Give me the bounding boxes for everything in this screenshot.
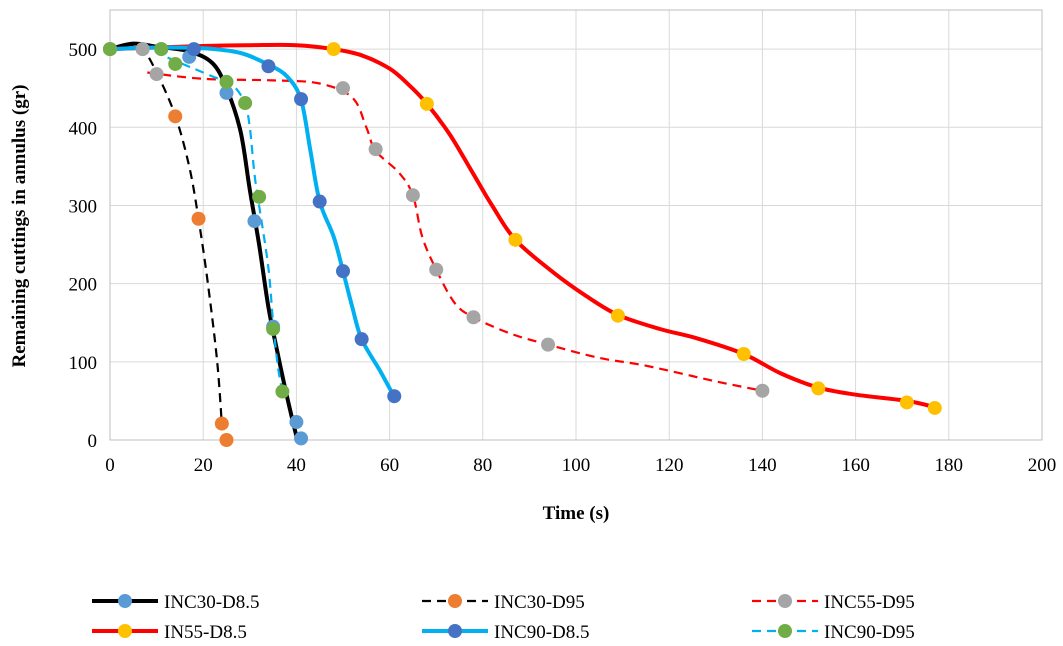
x-tick-label-5: 100 (562, 455, 591, 476)
legend-marker-swatch (118, 624, 132, 638)
y-tick-label-3: 300 (69, 196, 98, 217)
y-tick-label-2: 200 (69, 275, 98, 296)
x-tick-label-9: 180 (935, 455, 964, 476)
data-point-inc55-d95-7 (466, 310, 481, 325)
legend-item-in55-d8-5: IN55-D8.5 (92, 622, 247, 643)
legend-label: INC30-D8.5 (164, 592, 260, 613)
legend-label: INC90-D8.5 (494, 622, 590, 643)
data-point-inc55-d95-5 (405, 188, 420, 203)
data-point-in55-d8-5-1 (419, 96, 434, 111)
data-point-inc90-d95-5 (252, 189, 267, 204)
data-point-inc30-d95-3 (214, 416, 229, 431)
data-point-in55-d8-5-2 (508, 232, 523, 247)
legend-item-inc30-d95: INC30-D95 (422, 592, 585, 613)
data-point-inc30-d8-5-8 (294, 431, 309, 446)
data-point-inc90-d8-5-0 (186, 42, 201, 57)
legend-marker-swatch (448, 594, 462, 608)
y-tick-label-1: 100 (69, 353, 98, 374)
data-point-inc90-d8-5-1 (261, 59, 276, 74)
x-tick-label-7: 140 (748, 455, 777, 476)
legend-label: INC30-D95 (494, 592, 585, 613)
data-point-inc90-d8-5-2 (294, 92, 309, 107)
data-point-inc30-d95-1 (168, 109, 183, 124)
x-tick-label-0: 0 (105, 455, 115, 476)
y-tick-label-5: 500 (69, 40, 98, 61)
legend-marker-swatch (778, 594, 792, 608)
series-line-in55-d8-5 (109, 42, 936, 410)
data-point-inc55-d95-4 (368, 142, 383, 157)
data-point-inc55-d95-1 (135, 42, 150, 57)
x-tick-label-3: 60 (380, 455, 399, 476)
data-point-in55-d8-5-0 (326, 42, 341, 57)
x-tick-label-10: 200 (1028, 455, 1057, 476)
data-point-in55-d8-5-6 (899, 395, 914, 410)
legend-label: INC90-D95 (824, 622, 915, 643)
data-point-in55-d8-5-5 (811, 381, 826, 396)
series-layer (103, 41, 942, 447)
x-axis-title: Time (s) (543, 503, 610, 524)
plot-area-frame (109, 9, 1043, 441)
data-point-inc55-d95-3 (336, 81, 350, 96)
legend-item-inc55-d95: INC55-D95 (752, 592, 915, 613)
legend-item-inc90-d95: INC90-D95 (752, 622, 915, 643)
data-point-inc30-d8-5-4 (219, 85, 234, 100)
y-tick-label-0: 0 (88, 431, 98, 452)
data-point-inc90-d95-3 (219, 74, 234, 89)
legend: INC30-D8.5 INC30-D95 INC55-D95 IN55-D8.5 INC… (92, 592, 915, 643)
data-point-inc90-d95-7 (275, 384, 290, 399)
data-point-inc90-d8-5-6 (387, 389, 402, 404)
data-point-inc55-d95-2 (149, 67, 164, 82)
y-axis-title: Remaining cuttings in annulus (gr) (9, 85, 30, 368)
data-point-inc90-d8-5-5 (354, 332, 369, 347)
x-tick-label-2: 40 (287, 455, 306, 476)
series-line-inc30-d95 (109, 44, 223, 425)
x-tick-labels: 0 20 40 60 80 100 120 140 160 180 200 (105, 455, 1056, 476)
x-tick-label-1: 20 (194, 455, 213, 476)
x-tick-label-6: 120 (655, 455, 684, 476)
data-point-inc55-d95-8 (541, 337, 556, 352)
data-point-in55-d8-5-3 (610, 308, 625, 323)
y-tick-labels: 0 100 200 300 400 500 (69, 40, 98, 452)
data-point-inc90-d95-2 (168, 56, 183, 71)
data-point-inc90-d8-5-3 (312, 194, 327, 209)
data-point-inc90-d95-6 (266, 321, 281, 336)
legend-label: INC55-D95 (824, 592, 915, 613)
series-line-inc55-d95 (147, 71, 763, 392)
legend-marker-swatch (118, 594, 132, 608)
data-point-inc90-d95-4 (238, 96, 253, 111)
data-point-inc30-d8-5-5 (247, 214, 262, 229)
data-point-inc90-d95-0 (103, 42, 117, 57)
x-tick-label-4: 80 (473, 455, 492, 476)
data-point-inc90-d95-1 (154, 42, 169, 57)
legend-label: IN55-D8.5 (164, 622, 247, 643)
data-point-inc90-d8-5-4 (336, 264, 350, 279)
data-point-inc30-d95-4 (219, 433, 234, 447)
data-point-inc55-d95-9 (755, 383, 770, 398)
plot-border (109, 9, 1043, 441)
data-point-in55-d8-5-7 (927, 400, 942, 415)
legend-marker-swatch (448, 624, 462, 638)
data-point-inc30-d95-2 (191, 211, 206, 226)
legend-marker-swatch (778, 624, 792, 638)
data-point-in55-d8-5-4 (736, 347, 751, 361)
legend-item-inc30-d8-5: INC30-D8.5 (92, 592, 260, 613)
x-tick-label-8: 160 (841, 455, 870, 476)
data-point-inc30-d8-5-7 (289, 415, 304, 430)
legend-item-inc90-d8-5: INC90-D8.5 (422, 622, 590, 643)
y-tick-label-4: 400 (69, 118, 98, 139)
series-line-inc90-d8-5 (109, 45, 397, 398)
data-point-inc55-d95-6 (429, 262, 444, 277)
